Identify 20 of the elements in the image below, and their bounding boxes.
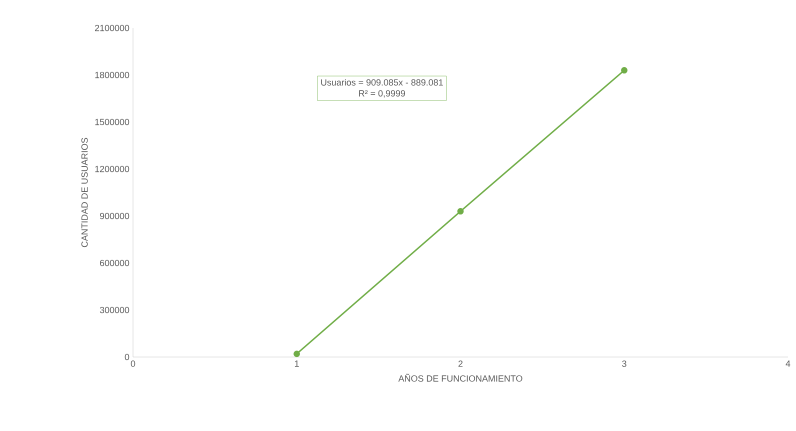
point — [621, 67, 628, 74]
y-tick-label: 300000 — [100, 306, 130, 314]
point — [457, 208, 464, 215]
y-axis-title: CANTIDAD DE USUARIOS — [81, 138, 88, 248]
x-tick-label: 1 — [294, 360, 299, 367]
y-tick-label: 1500000 — [95, 118, 130, 126]
point — [294, 350, 300, 358]
x-tick-label: 0 — [130, 360, 136, 367]
y-tick-label: 1200000 — [95, 166, 130, 172]
y-tick-label: 1800000 — [95, 72, 130, 78]
x-tick-label: 2 — [458, 360, 463, 367]
annotation: Usuarios = 909.085x - 889.081 — [321, 79, 443, 86]
y-tick-label: 2100000 — [95, 24, 130, 32]
y-tick-label: 600000 — [100, 260, 130, 266]
x-tick-label: 4 — [786, 360, 790, 367]
annotation: R² = 0,9999 — [359, 90, 406, 98]
y-tick-label: 900000 — [100, 212, 130, 220]
y-tick-label: 0 — [124, 354, 130, 360]
x-tick-label: 3 — [622, 360, 626, 367]
x-axis-title: AÑOS DE FUNCIONAMIENTO — [398, 374, 522, 382]
